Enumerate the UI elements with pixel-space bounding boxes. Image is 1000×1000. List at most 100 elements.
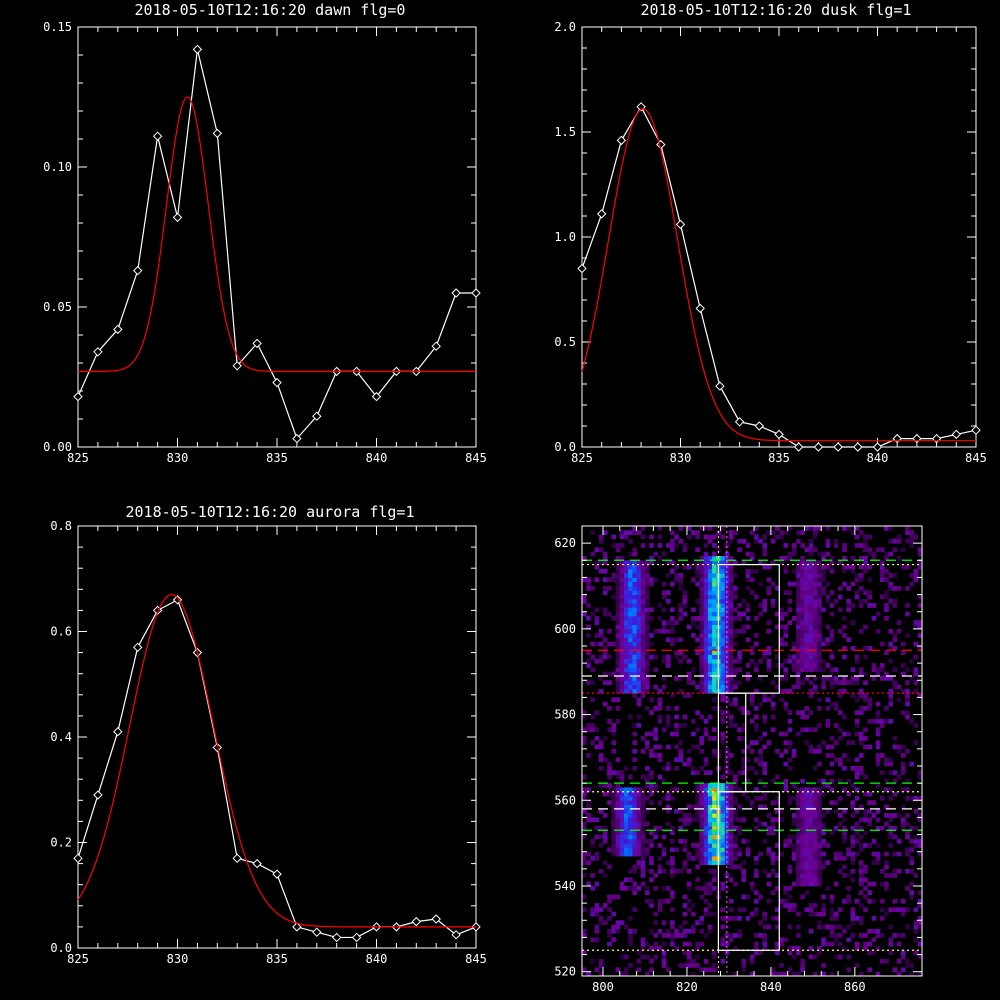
heatmap-pixel xyxy=(615,847,621,853)
heatmap-pixel xyxy=(758,736,763,741)
heatmap-pixel xyxy=(875,843,881,848)
heatmap-pixel xyxy=(791,847,797,853)
heatmap-pixel xyxy=(628,603,633,608)
heatmap-pixel xyxy=(657,744,663,750)
heatmap-pixel xyxy=(859,586,864,591)
heatmap-pixel xyxy=(888,950,893,955)
heatmap-pixel xyxy=(796,598,801,604)
heatmap-pixel xyxy=(762,933,768,938)
heatmap-pixel xyxy=(913,577,919,583)
heatmap-pixel xyxy=(619,778,625,784)
heatmap-pixel xyxy=(775,526,780,531)
heatmap-pixel xyxy=(791,663,797,668)
heatmap-pixel xyxy=(875,701,881,707)
heatmap-pixel xyxy=(804,581,810,587)
heatmap-pixel xyxy=(812,577,818,583)
heatmap-pixel xyxy=(917,603,923,608)
heatmap-pixel xyxy=(817,911,822,917)
heatmap-pixel xyxy=(749,693,755,698)
heatmap-pixel xyxy=(804,873,810,878)
heatmap-pixel xyxy=(695,813,700,818)
heatmap-pixel xyxy=(745,551,751,557)
heatmap-pixel xyxy=(817,551,822,557)
heatmap-pixel xyxy=(850,800,856,805)
heatmap-pixel xyxy=(703,594,709,600)
heatmap-pixel xyxy=(661,963,667,968)
heatmap-pixel xyxy=(728,830,734,835)
heatmap-pixel xyxy=(737,847,742,853)
heatmap-pixel xyxy=(909,860,914,865)
heatmap-pixel xyxy=(695,624,700,630)
heatmap-pixel xyxy=(800,958,805,964)
heatmap-pixel xyxy=(754,950,759,955)
heatmap-pixel xyxy=(829,778,835,784)
heatmap-pixel xyxy=(632,838,637,844)
heatmap-pixel xyxy=(905,851,910,857)
heatmap-pixel xyxy=(787,620,793,625)
heatmap-pixel xyxy=(737,933,742,938)
heatmap-pixel xyxy=(636,796,642,801)
heatmap-pixel xyxy=(783,564,789,570)
heatmap-pixel xyxy=(888,551,893,557)
heatmap-pixel xyxy=(800,808,805,814)
heatmap-pixel xyxy=(607,718,612,724)
heatmap-pixel xyxy=(615,851,621,857)
heatmap-pixel xyxy=(884,556,889,561)
heatmap-pixel xyxy=(825,581,831,587)
heatmap-pixel xyxy=(796,710,801,715)
heatmap-pixel xyxy=(582,907,587,913)
heatmap-pixel xyxy=(909,530,914,535)
heatmap-pixel xyxy=(846,564,851,570)
heatmap-pixel xyxy=(640,774,646,780)
heatmap-pixel xyxy=(653,654,658,660)
heatmap-pixel xyxy=(779,611,784,617)
heatmap-pixel xyxy=(770,714,776,720)
x-tick-label: 825 xyxy=(571,451,593,465)
heatmap-pixel xyxy=(804,787,810,793)
heatmap-pixel xyxy=(703,620,709,625)
heatmap-pixel xyxy=(917,620,923,625)
heatmap-pixel xyxy=(892,586,898,591)
heatmap-pixel xyxy=(901,753,906,758)
heatmap-pixel xyxy=(901,817,906,823)
heatmap-pixel xyxy=(783,937,789,943)
heatmap-pixel xyxy=(707,847,713,853)
heatmap-pixel xyxy=(791,843,797,848)
heatmap-pixel xyxy=(896,971,902,977)
heatmap-pixel xyxy=(775,654,780,660)
heatmap-pixel xyxy=(628,620,633,625)
heatmap-pixel xyxy=(758,757,763,763)
heatmap-pixel xyxy=(825,744,831,750)
heatmap-pixel xyxy=(674,757,679,763)
heatmap-pixel xyxy=(800,834,805,840)
heatmap-pixel xyxy=(728,834,734,840)
heatmap-pixel xyxy=(670,894,675,900)
heatmap-pixel xyxy=(628,680,633,685)
heatmap-pixel xyxy=(645,731,650,737)
heatmap-pixel xyxy=(699,581,705,587)
heatmap-pixel xyxy=(624,851,629,857)
heatmap-pixel xyxy=(707,903,713,908)
heatmap-pixel xyxy=(737,727,742,733)
heatmap-pixel xyxy=(791,907,797,913)
heatmap-pixel xyxy=(808,864,814,870)
heatmap-pixel xyxy=(686,804,692,810)
heatmap-pixel xyxy=(645,744,650,750)
heatmap-pixel xyxy=(749,556,755,561)
heatmap-pixel xyxy=(800,873,805,878)
heatmap-pixel xyxy=(733,667,738,673)
heatmap-pixel xyxy=(686,693,692,698)
heatmap-pixel xyxy=(653,706,658,711)
heatmap-pixel xyxy=(808,590,814,595)
data-point-diamond xyxy=(371,391,382,402)
heatmap-pixel xyxy=(917,564,923,570)
heatmap-pixel xyxy=(720,787,726,793)
heatmap-pixel xyxy=(703,671,709,677)
heatmap-pixel xyxy=(859,920,864,925)
heatmap-pixel xyxy=(590,838,595,844)
heatmap-pixel xyxy=(804,607,810,613)
heatmap-pixel xyxy=(724,611,730,617)
heatmap-pixel xyxy=(821,911,826,917)
heatmap-pixel xyxy=(787,796,793,801)
